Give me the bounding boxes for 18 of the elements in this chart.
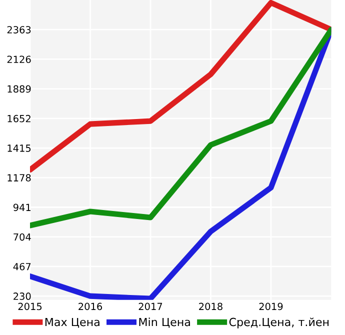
- x-tick-label: 2015: [18, 302, 42, 310]
- y-tick-label: 2363: [7, 26, 31, 34]
- y-tick-label: 1652: [8, 114, 30, 122]
- y-tick-label: 2126: [7, 56, 31, 64]
- y-tick-label: 1415: [8, 144, 31, 152]
- x-tick-label: 2019: [259, 302, 283, 310]
- x-tick-label: 2017: [138, 302, 162, 310]
- legend-label: Сред.Цена, т.йен: [229, 318, 329, 328]
- y-tick-label: 467: [13, 262, 31, 270]
- legend-label: Max Цена: [45, 318, 100, 328]
- y-tick-label: 941: [13, 204, 31, 212]
- x-tick-label: 2018: [199, 302, 222, 310]
- legend-label: Min Цена: [139, 318, 190, 328]
- x-tick-label: 2016: [78, 302, 102, 310]
- y-tick-label: 1889: [8, 85, 31, 93]
- y-tick-label: 704: [14, 233, 31, 241]
- y-tick-label: 1178: [8, 174, 31, 182]
- y-tick-label: 230: [14, 292, 31, 300]
